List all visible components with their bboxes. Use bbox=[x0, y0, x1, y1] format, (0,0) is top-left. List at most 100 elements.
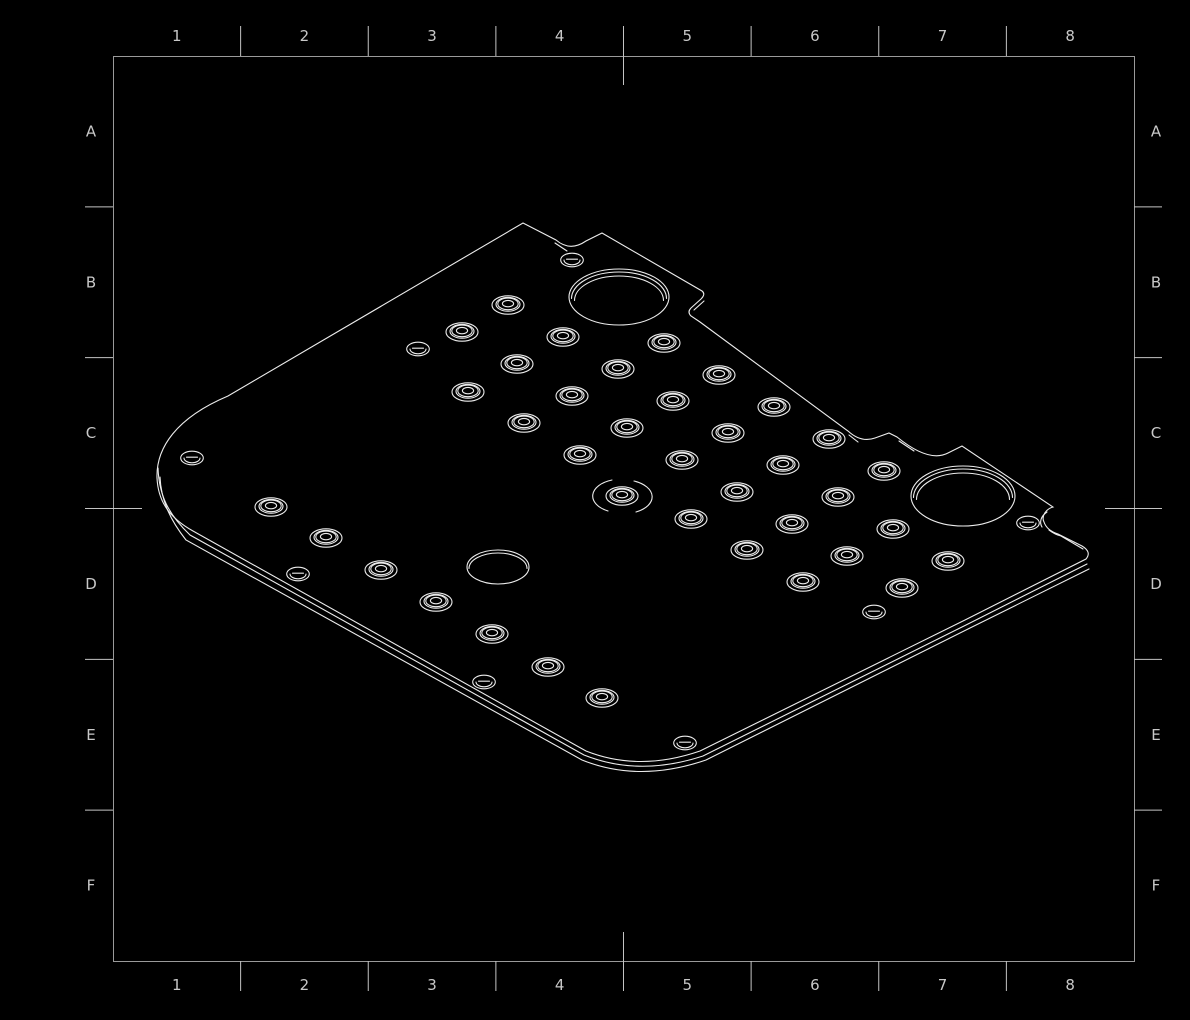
hole-ring bbox=[840, 550, 854, 559]
hole-ring bbox=[445, 322, 479, 342]
bore-rim bbox=[466, 549, 530, 585]
hole-ring bbox=[611, 363, 625, 372]
counterbored-hole bbox=[867, 461, 901, 481]
hole-ring bbox=[569, 447, 591, 461]
counterbored-hole bbox=[546, 327, 580, 347]
hole-ring bbox=[772, 457, 794, 471]
hole-ring bbox=[931, 551, 965, 571]
hole-ring bbox=[510, 358, 524, 367]
counterbored-hole bbox=[830, 546, 864, 566]
hole-ring bbox=[937, 553, 959, 567]
hole-ring bbox=[559, 387, 585, 403]
hole-ring bbox=[457, 384, 479, 398]
counterbored-hole bbox=[610, 418, 644, 438]
hole-ring bbox=[706, 366, 732, 382]
zone-label-top: 8 bbox=[1065, 27, 1075, 45]
hole-ring bbox=[895, 582, 909, 591]
hole-ring bbox=[867, 461, 901, 481]
hole-ring bbox=[873, 463, 895, 477]
counterbored-hole bbox=[491, 295, 525, 315]
hole-ring bbox=[455, 326, 469, 335]
hole-ring bbox=[770, 456, 796, 472]
hole-ring bbox=[708, 367, 730, 381]
zone-label-bottom: 7 bbox=[938, 976, 948, 994]
zone-label-right: C bbox=[1151, 424, 1161, 442]
hole-ring bbox=[620, 422, 634, 431]
hole-ring bbox=[665, 450, 699, 470]
hole-ring bbox=[671, 452, 693, 466]
hole-rim bbox=[673, 735, 697, 751]
zone-label-top: 2 bbox=[300, 27, 310, 45]
hole-ring bbox=[611, 488, 633, 502]
zone-label-left: B bbox=[86, 273, 96, 291]
counterbored-hole bbox=[585, 688, 619, 708]
zone-label-top: 1 bbox=[172, 27, 182, 45]
hole-ring bbox=[766, 455, 800, 475]
hole-ring bbox=[836, 548, 858, 562]
hole-ring bbox=[319, 532, 333, 541]
counterbored-hole bbox=[563, 445, 597, 465]
hole-ring bbox=[680, 511, 702, 525]
hole-ring bbox=[669, 451, 695, 467]
hole-bottom-arc bbox=[563, 259, 581, 266]
hole-ring bbox=[816, 430, 842, 446]
hole-ring bbox=[264, 501, 278, 510]
large-hole bbox=[910, 465, 1016, 527]
hole-ring bbox=[712, 369, 726, 378]
hole-ring bbox=[885, 578, 919, 598]
hole-ring bbox=[886, 523, 900, 532]
zone-label-left: D bbox=[85, 575, 97, 593]
hole-ring bbox=[891, 580, 913, 594]
counterbored-hole bbox=[885, 578, 919, 598]
part-edge-line bbox=[898, 440, 915, 452]
hole-ring bbox=[821, 487, 855, 507]
hole-ring bbox=[779, 515, 805, 531]
hole-ring bbox=[605, 486, 639, 506]
hole-rim bbox=[560, 252, 584, 268]
isometric-part bbox=[156, 222, 1090, 773]
slot-arc bbox=[633, 480, 653, 513]
bore-rim bbox=[568, 268, 670, 326]
hole-ring bbox=[734, 541, 760, 557]
hole-ring bbox=[740, 544, 754, 553]
hole-ring bbox=[556, 331, 570, 340]
counterbored-hole bbox=[555, 386, 589, 406]
hole-ring bbox=[657, 337, 671, 346]
hole-ring bbox=[537, 659, 559, 673]
hole-ring bbox=[535, 658, 561, 674]
hole-ring bbox=[792, 574, 814, 588]
hole-rim bbox=[472, 674, 496, 690]
hole-ring bbox=[736, 542, 758, 556]
hole-ring bbox=[451, 324, 473, 338]
hole-ring bbox=[662, 393, 684, 407]
hole-ring bbox=[889, 579, 915, 595]
hole-ring bbox=[364, 560, 398, 580]
slot-arc bbox=[592, 479, 613, 512]
hole-ring bbox=[425, 594, 447, 608]
hole-bottom-arc bbox=[183, 457, 201, 464]
hole-ring bbox=[507, 413, 541, 433]
hole-ring bbox=[776, 459, 790, 468]
hole-ring bbox=[767, 401, 781, 410]
zone-label-bottom: 2 bbox=[300, 976, 310, 994]
hole-ring bbox=[573, 449, 587, 458]
hole-ring bbox=[589, 689, 615, 705]
hole-ring bbox=[653, 335, 675, 349]
hole-ring bbox=[616, 420, 638, 434]
hole-ring bbox=[595, 692, 609, 701]
zone-labels: 1 1 2 2 3 3 4 4 5 5 6 6 7 7 8 8 A A B B C C D D E E F F bbox=[85, 27, 1162, 994]
hole-ring bbox=[610, 418, 644, 438]
part-edge-line bbox=[1040, 511, 1048, 528]
hole-ring bbox=[561, 388, 583, 402]
counterbored-hole bbox=[601, 359, 635, 379]
hole-ring bbox=[721, 427, 735, 436]
hole-ring bbox=[730, 540, 764, 560]
zone-label-left: A bbox=[86, 122, 97, 140]
hole-ring bbox=[504, 355, 530, 371]
counterbored-hole bbox=[254, 497, 288, 517]
part-edge-line bbox=[693, 300, 705, 311]
counterbored-hole bbox=[451, 382, 485, 402]
hole-ring bbox=[666, 395, 680, 404]
